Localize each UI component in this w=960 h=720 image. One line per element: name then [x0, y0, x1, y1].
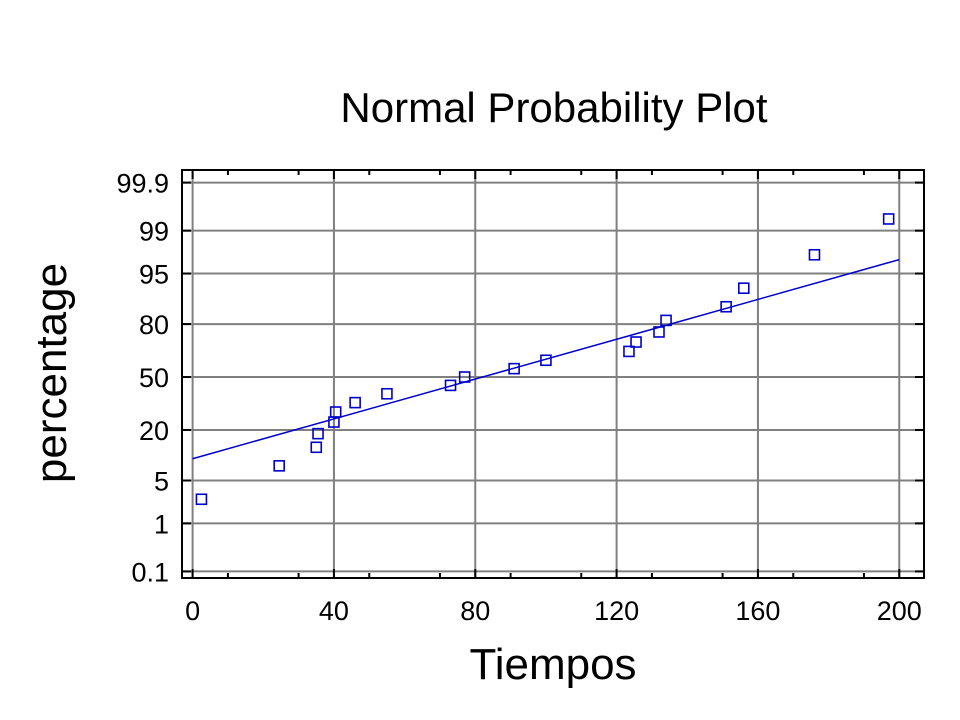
x-axis-label: Tiempos	[469, 640, 636, 689]
data-point	[508, 362, 520, 375]
x-tick-label: 80	[460, 596, 490, 626]
y-tick-label: 95	[139, 260, 169, 290]
x-tick-label: 200	[877, 596, 922, 626]
data-point	[623, 345, 635, 358]
y-tick-label: 80	[139, 310, 169, 340]
data-point	[882, 213, 895, 225]
y-tick-label: 99.9	[116, 169, 169, 199]
x-tick-label: 0	[185, 596, 200, 626]
data-point	[349, 396, 361, 409]
data-point	[312, 427, 324, 440]
data-point	[310, 441, 323, 454]
data-point	[737, 282, 750, 294]
data-point	[808, 248, 821, 261]
fit-line-group	[192, 258, 900, 460]
fit-line	[192, 258, 900, 460]
x-tick-labels: 0 40 80 120 160 200	[185, 596, 922, 626]
data-point	[630, 336, 642, 348]
data-point	[458, 371, 471, 383]
data-point	[329, 406, 342, 418]
y-tick-label: 99	[139, 217, 169, 247]
y-tick-label: 50	[139, 363, 169, 393]
y-tick-label: 20	[139, 416, 169, 446]
data-points	[195, 213, 895, 506]
data-point	[444, 379, 457, 392]
x-tick-label: 120	[594, 596, 639, 626]
data-point	[660, 314, 672, 327]
data-point	[273, 460, 285, 472]
y-tick-label: 5	[154, 466, 169, 496]
x-tick-label: 160	[735, 596, 780, 626]
chart-title: Normal Probability Plot	[340, 84, 767, 131]
data-point	[195, 493, 208, 506]
data-point	[720, 300, 732, 313]
data-point	[653, 326, 665, 338]
x-tick-label: 40	[319, 596, 349, 626]
y-tick-label: 1	[154, 509, 169, 539]
y-tick-label: 0.1	[131, 557, 169, 587]
y-tick-labels: 0.1 1 5 20 50 80 95 99 99.9	[116, 169, 169, 588]
tick-marks	[182, 170, 924, 578]
data-point	[540, 354, 552, 367]
y-axis-label: percentage	[27, 263, 76, 483]
data-point	[381, 387, 393, 400]
grid-lines	[182, 170, 924, 578]
plot-frame	[181, 169, 925, 579]
